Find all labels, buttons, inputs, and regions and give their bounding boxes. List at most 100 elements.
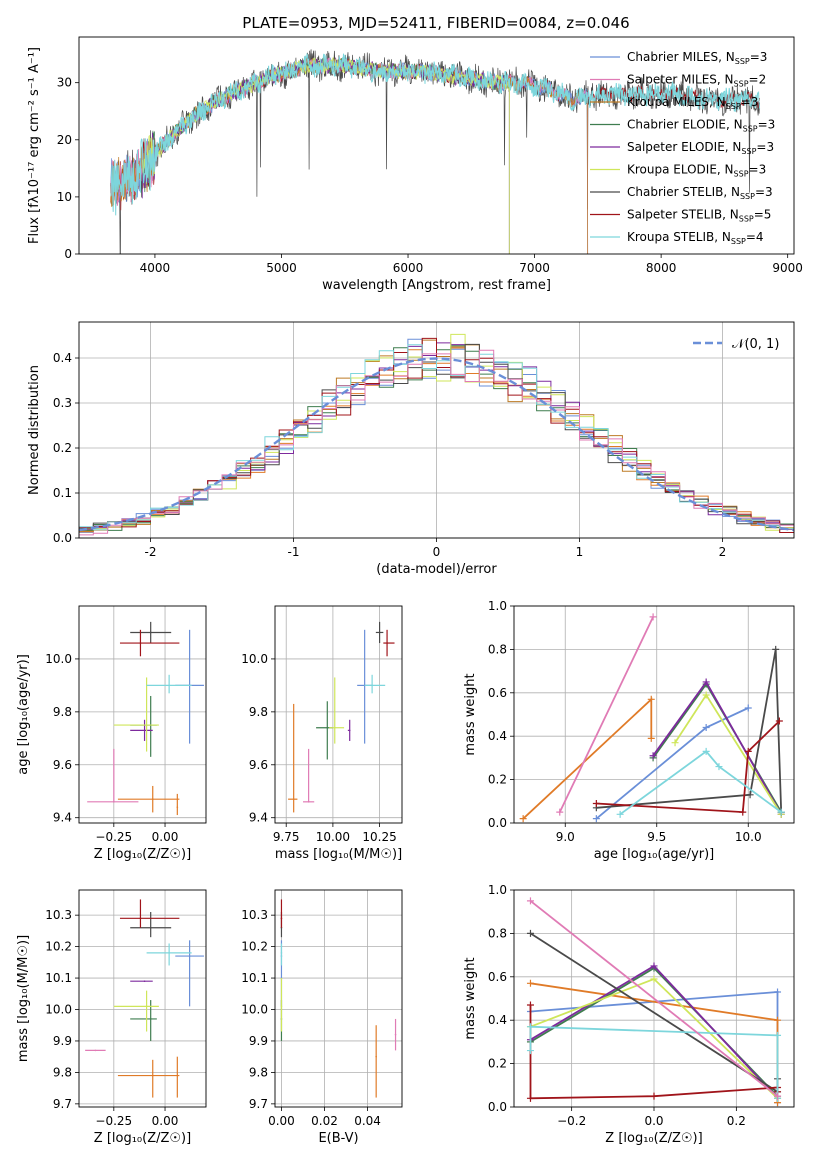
series-marker [526,979,534,987]
y-axis-label: mass weight [463,957,478,1039]
x-tick-label: 8000 [646,261,677,275]
legend-entry-main: Salpeter ELODIE, N [627,140,741,154]
x-tick-label: −0.2 [557,1114,586,1128]
data-point [280,917,283,920]
y-tick-label: 0.1 [53,486,72,500]
legend-entry-sub: SSP [734,170,749,179]
legend-entry-tail: =3 [741,95,759,109]
y-tick-label: 9.7 [53,1097,72,1111]
y-tick-label: 0.6 [488,970,507,984]
series-marker [715,763,723,771]
mass-vs-metallicity-panel: −0.25 0.00 9.7 9.8 9.9 10.0 10.1 10.2 10.3 Z [log… [16,889,207,1146]
y-axis-label: mass weight [463,673,478,755]
series-marker [526,929,534,937]
y-tick-label: 0.8 [488,642,507,656]
series-line [529,900,779,1097]
x-tick-label: 10.25 [362,830,396,844]
x-tick-label: −0.25 [95,1114,132,1128]
axes-frame [78,605,207,824]
legend-entry-main: Kroupa MILES, N [627,95,726,109]
data-point [149,926,152,929]
legend-entry: Kroupa MILES, NSSP=3 [627,95,758,111]
legend-entry-tail: =3 [749,163,767,177]
series-line [596,720,781,814]
weight-lines [519,613,785,823]
legend-entry-tail: =3 [750,50,768,64]
y-tick-label: 1.0 [488,883,507,897]
x-axis-label: Z [log₁₀(Z/Z☉)] [94,847,191,862]
series-marker [650,962,658,970]
axes-frame [78,889,207,1108]
y-tick-label: 10.3 [45,908,72,922]
series-marker [746,791,754,799]
legend-entry-sub: SSP [734,80,749,89]
axes-frame [78,321,795,539]
y-tick-label: 0.2 [53,441,72,455]
data-point [333,726,336,729]
series-marker [702,691,710,699]
x-tick-label: 10.00 [316,830,350,844]
y-tick-label: 10.1 [241,971,268,985]
series-marker [650,1092,658,1100]
y-tick-label: 1.0 [488,599,507,613]
series-line [596,649,783,813]
y-tick-label: 9.4 [249,811,268,825]
y-tick-label: 30 [57,76,72,90]
x-tick-label: 6000 [393,261,424,275]
legend-entry-sub: SSP [740,192,755,201]
x-axis-label: Z [log₁₀(Z/Z☉)] [605,1131,702,1146]
y-tick-label: 9.6 [249,758,268,772]
y-tick-label: 0.6 [488,686,507,700]
data-point [348,729,351,732]
massweight-vs-age-panel: 9.0 9.5 10.0 0.0 0.2 0.4 0.6 0.8 1.0 age [log₁₀(a… [463,599,795,862]
y-tick-label: 9.9 [249,1034,268,1048]
legend-entry-tail: =2 [749,73,767,87]
data-point [149,1018,152,1020]
y-tick-label: 0.3 [53,396,72,410]
weight-lines [526,897,782,1107]
x-axis-label: age [log₁₀(age/yr)] [594,847,715,862]
legend-entry-sub: SSP [739,215,754,224]
y-axis-label: Normed distribution [27,365,42,495]
series-marker [774,1016,782,1024]
legend-entry-sub: SSP [743,125,758,134]
x-tick-label: 7000 [519,261,550,275]
y-tick-label: 9.8 [53,705,72,719]
series-marker [744,747,752,755]
legend-entry-main: Chabrier ELODIE, N [627,118,743,132]
series-marker [526,1001,534,1009]
data-point [280,1005,283,1008]
legend-entry-main: Chabrier MILES, N [627,50,735,64]
axes-frame [274,889,403,1108]
data-point [188,955,191,957]
legend-entry: Kroupa ELODIE, NSSP=3 [627,163,766,179]
series-marker [526,897,534,905]
y-tick-label: 9.7 [249,1097,268,1111]
x-tick-label: 0.00 [268,1114,295,1128]
series-marker [526,1094,534,1102]
legend-entry-main: Kroupa ELODIE, N [627,163,734,177]
data-point [145,1005,148,1008]
x-axis-label: Z [log₁₀(Z/Z☉)] [94,1131,191,1146]
histogram-steps [79,347,794,535]
series-marker [702,678,710,686]
legend-entry-tail: =4 [746,230,764,244]
series-marker [650,975,658,983]
data-point [176,1074,179,1077]
y-axis-label: Flux [fλ10⁻¹⁷ erg cm⁻² s⁻¹ A⁻¹] [27,47,42,244]
data-point [176,806,179,808]
legend-entry: Chabrier MILES, NSSP=3 [627,50,767,66]
y-tick-label: 0.2 [488,1057,507,1071]
x-tick-label: 0.00 [152,1114,179,1128]
series-marker [526,1023,534,1031]
x-tick-label: 4000 [140,261,171,275]
x-tick-label: -1 [288,545,300,559]
series-marker [774,988,782,996]
x-tick-label: 0.0 [644,1114,663,1128]
x-tick-label: 1 [576,545,584,559]
series-marker [592,799,600,807]
legend-entry: Kroupa STELIB, NSSP=4 [627,230,764,246]
y-axis-label: mass [log₁₀(M/M☉)] [16,935,31,1062]
y-tick-label: 9.8 [249,705,268,719]
series-marker [526,1047,534,1055]
